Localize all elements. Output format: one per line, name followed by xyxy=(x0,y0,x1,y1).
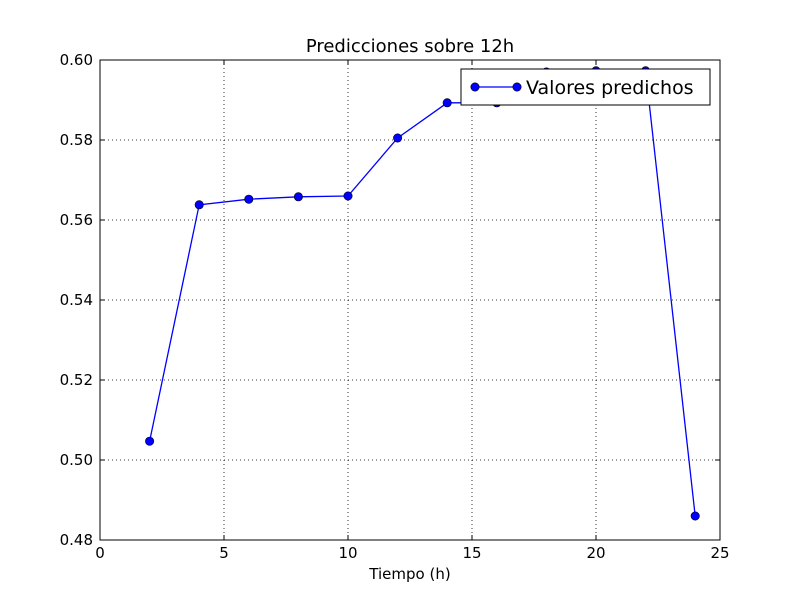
grid-lines xyxy=(100,60,720,540)
y-tick-label: 0.50 xyxy=(60,451,93,469)
data-point xyxy=(244,194,254,204)
y-tick-label: 0.54 xyxy=(60,291,93,309)
series-line xyxy=(148,70,696,517)
x-tick-label: 0 xyxy=(95,544,105,562)
legend-label: Valores predichos xyxy=(526,77,694,99)
tick-labels: 0 5 10 15 20 25 0.48 0.50 0.52 0.54 0.56 0.58 0.60 xyxy=(60,51,730,562)
x-tick-label: 10 xyxy=(338,544,357,562)
data-point xyxy=(690,511,700,521)
data-point xyxy=(393,133,403,143)
x-tick-label: 15 xyxy=(462,544,481,562)
axis-ticks xyxy=(99,59,721,541)
data-point xyxy=(442,98,452,108)
x-tick-label: 20 xyxy=(586,544,605,562)
y-tick-label: 0.52 xyxy=(60,371,93,389)
legend-marker-sample xyxy=(470,82,480,92)
legend: Valores predichos xyxy=(460,68,711,106)
y-tick-label: 0.48 xyxy=(60,531,93,549)
y-tick-label: 0.58 xyxy=(60,131,93,149)
data-point xyxy=(145,436,155,446)
x-tick-label: 25 xyxy=(710,544,729,562)
x-axis-title: Tiempo (h) xyxy=(368,565,450,583)
chart-title: Predicciones sobre 12h xyxy=(306,36,514,57)
data-point xyxy=(194,200,204,210)
x-tick-label: 5 xyxy=(219,544,229,562)
y-tick-label: 0.56 xyxy=(60,211,93,229)
legend-marker-sample xyxy=(512,82,522,92)
data-point xyxy=(343,191,353,201)
y-tick-label: 0.60 xyxy=(60,51,93,69)
data-point xyxy=(293,192,303,202)
series-layer xyxy=(145,66,700,521)
